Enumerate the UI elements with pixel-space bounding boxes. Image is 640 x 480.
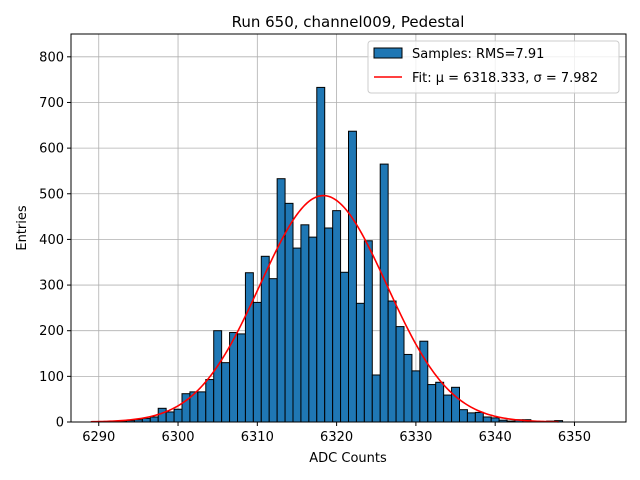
y-tick-label: 700 (39, 96, 64, 111)
histogram-bar (205, 379, 215, 423)
histogram-bar (363, 240, 373, 423)
histogram-bar (395, 326, 405, 423)
histogram-bar (348, 130, 357, 423)
histogram-bar (435, 381, 445, 423)
histogram-bar (474, 411, 484, 423)
x-tick-label: 6320 (320, 430, 353, 445)
y-tick-label: 500 (39, 187, 64, 202)
y-tick-label: 800 (39, 50, 64, 65)
legend: Samples: RMS=7.91 Fit: μ = 6318.333, σ =… (367, 40, 620, 94)
legend-box (367, 40, 620, 94)
y-tick-label: 200 (39, 324, 64, 339)
y-tick-label: 400 (39, 233, 64, 248)
histogram-bar (355, 302, 365, 423)
x-axis-label: ADC Counts (309, 451, 387, 466)
x-tick-label: 6310 (241, 430, 274, 445)
histogram-bar (387, 300, 397, 423)
histogram-bar (371, 374, 381, 423)
histogram-bar (149, 416, 159, 423)
histogram-bar (213, 330, 223, 423)
y-tick-label: 300 (39, 279, 64, 294)
histogram-bar (332, 210, 342, 423)
histogram-bar (403, 353, 413, 423)
histogram-bar (459, 409, 468, 423)
histogram-bar (411, 370, 421, 423)
legend-label-samples: Samples: RMS=7.91 (412, 47, 544, 62)
histogram-bar (292, 247, 302, 423)
x-tick-label: 6290 (82, 430, 115, 445)
histogram-bar (157, 407, 167, 423)
histogram-bar (284, 202, 294, 423)
x-tick-label: 6330 (399, 430, 432, 445)
histogram-bar (443, 394, 453, 423)
chart-title: Run 650, channel009, Pedestal (232, 13, 465, 31)
y-tick-label: 100 (39, 370, 64, 385)
x-tick-label: 6300 (161, 430, 194, 445)
x-tick-label: 6350 (558, 430, 591, 445)
histogram-bar (379, 163, 389, 423)
histogram-bar (451, 386, 461, 423)
histogram-bar (427, 384, 437, 423)
histogram-bar (141, 417, 151, 423)
histogram-bar (276, 178, 286, 423)
x-axis-ticks: 6290 6300 6310 6320 6330 6340 6350 (82, 422, 591, 445)
histogram-bar (300, 224, 310, 423)
histogram-bar (482, 416, 492, 423)
histogram-bar (324, 227, 334, 423)
plot-frame (70, 33, 627, 423)
histogram-bar (268, 278, 278, 423)
y-tick-label: 600 (39, 142, 64, 157)
histogram-bar (165, 411, 175, 423)
histogram-bar (316, 86, 326, 423)
histogram-bar (490, 417, 500, 423)
legend-label-fit: Fit: μ = 6318.333, σ = 7.982 (412, 71, 598, 86)
x-tick-label: 6340 (479, 430, 512, 445)
plot-area: 6290 6300 6310 6320 6330 6340 6350 0 100 200 300 4… (39, 33, 627, 445)
histogram-bar (221, 362, 231, 423)
y-axis-label: Entries (15, 205, 30, 251)
histogram-bar (466, 412, 476, 423)
fit-curve (90, 194, 559, 423)
y-axis-ticks: 0 100 200 300 400 500 600 700 800 (39, 50, 71, 431)
histogram-bar (197, 391, 207, 423)
histogram-bar (237, 333, 246, 423)
histogram-bar (244, 272, 254, 423)
histogram-bar (173, 408, 183, 423)
y-tick-label: 0 (56, 416, 64, 431)
legend-swatch-samples (373, 47, 403, 59)
histogram-bar (308, 236, 318, 423)
histogram-bar (340, 271, 350, 423)
histogram-bar (252, 301, 262, 423)
